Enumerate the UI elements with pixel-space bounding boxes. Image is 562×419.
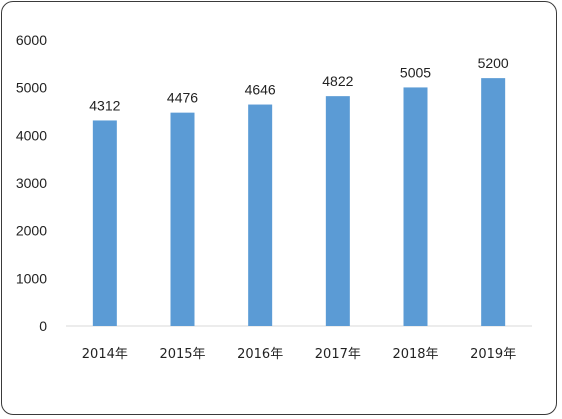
bar (248, 104, 273, 326)
bar (325, 96, 350, 326)
x-tick-label: 2014年 (82, 347, 128, 362)
bar (403, 87, 428, 326)
x-tick-label: 2015年 (159, 347, 205, 362)
data-label: 4822 (322, 73, 353, 89)
x-tick-label: 2018年 (392, 347, 438, 362)
y-tick-label: 0 (39, 318, 47, 334)
bar (481, 78, 506, 326)
data-labels: 4312 4476 4646 4822 5005 5200 (89, 55, 509, 113)
y-tick-label: 5000 (16, 80, 47, 96)
x-tick-label: 2017年 (315, 347, 361, 362)
x-tick-label: 2016年 (237, 347, 283, 362)
y-tick-label: 3000 (16, 175, 47, 191)
y-tick-label: 2000 (16, 223, 47, 239)
bar (170, 112, 195, 326)
data-label: 4476 (167, 90, 198, 106)
y-tick-label: 6000 (16, 32, 47, 48)
x-axis-ticks: 2014年 2015年 2016年 2017年 2018年 2019年 (82, 347, 516, 362)
data-label: 4312 (89, 97, 120, 113)
x-tick-label: 2019年 (470, 347, 516, 362)
y-axis-ticks: 0 1000 2000 3000 4000 5000 6000 (16, 32, 47, 334)
y-tick-label: 1000 (16, 270, 47, 286)
y-tick-label: 4000 (16, 127, 47, 143)
bars (92, 78, 506, 326)
data-label: 5200 (478, 55, 509, 71)
bar (92, 120, 117, 326)
data-label: 5005 (400, 64, 431, 80)
data-label: 4646 (245, 82, 276, 98)
